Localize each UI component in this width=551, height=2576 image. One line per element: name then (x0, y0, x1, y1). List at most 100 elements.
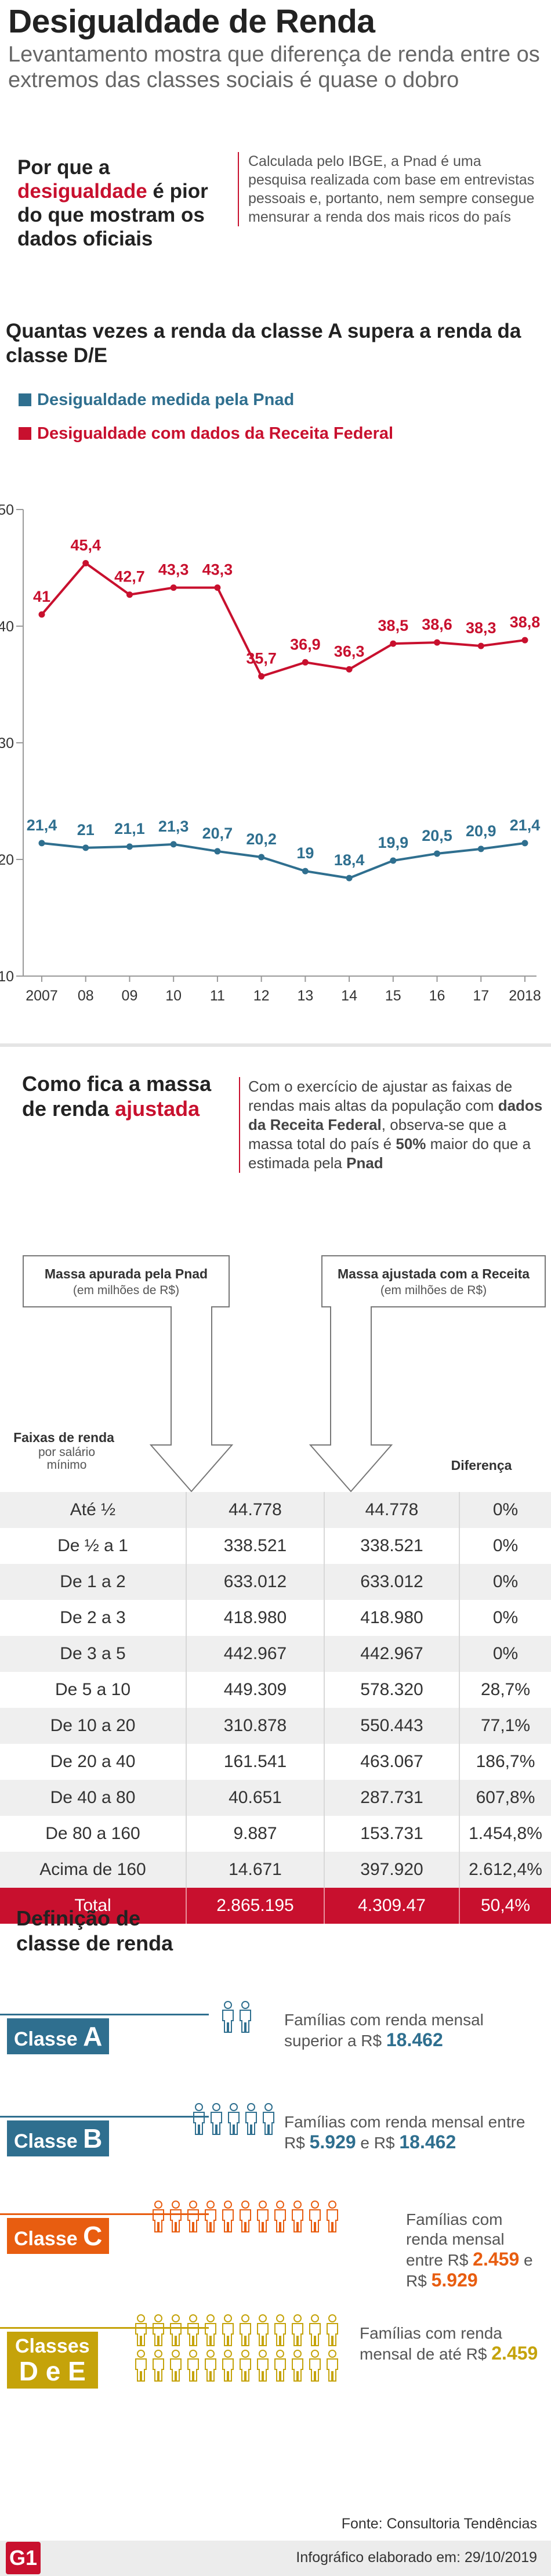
data-point-1 (258, 673, 265, 680)
col-pnad-sub: (em milhões de R$) (72, 1284, 180, 1297)
cell-pnad: 442.967 (186, 1636, 324, 1672)
data-label-0: 20,5 (422, 827, 452, 844)
x-tick-label: 10 (165, 988, 182, 1004)
cell-pnad: 14.671 (186, 1852, 324, 1888)
data-point-1 (434, 639, 441, 646)
y-tick-label: 10 (0, 969, 14, 985)
person-icon (220, 2001, 238, 2036)
cell-pnad: 338.521 (186, 1528, 324, 1564)
data-label-0: 21,4 (510, 816, 541, 834)
massa-title-highlight: ajustada (115, 1097, 200, 1121)
class-row: Classe B Famílias com renda mensal entre … (0, 2103, 551, 2173)
data-label-1: 42,7 (114, 568, 145, 586)
table-row: De 5 a 10 449.309 578.320 28,7% (0, 1672, 551, 1708)
person-icon (168, 2350, 186, 2385)
cell-receita: 338.521 (324, 1528, 459, 1564)
cell-receita: 578.320 (324, 1672, 459, 1708)
class-badge: Classe A (7, 2018, 110, 2054)
footer-bar (0, 2541, 551, 2576)
class-badge-word: Classe (14, 2028, 84, 2050)
class-badge-letter: D e E (19, 2356, 86, 2386)
cell-diff: 607,8% (459, 1780, 551, 1816)
person-icon (325, 2350, 342, 2385)
cell-faixa: De 10 a 20 (50, 1716, 136, 1735)
person-icon (273, 2201, 290, 2236)
data-label-1: 38,3 (466, 619, 496, 637)
class-desc-text: Famílias com renda mensal entre R$ (406, 2210, 505, 2269)
class-desc-mid: e R$ (406, 2251, 533, 2290)
data-point-0 (477, 846, 484, 852)
person-icon (151, 2314, 168, 2350)
cell-diff: 0% (459, 1492, 551, 1528)
person-icon (151, 2350, 168, 2385)
legend-receita: Desigualdade com dados da Receita Federa… (19, 424, 393, 443)
cell-faixa: De 20 a 40 (50, 1752, 136, 1771)
class-row: Classe C Famílias com renda mensal entre … (0, 2201, 551, 2290)
cell-diff: 186,7% (459, 1744, 551, 1780)
x-tick-label: 15 (385, 988, 401, 1004)
person-icon (186, 2201, 203, 2236)
class-description: Famílias com renda mensal entre R$ 5.929… (284, 2112, 545, 2153)
person-icon (255, 2314, 273, 2350)
data-point-0 (434, 850, 441, 857)
people-icons (151, 2201, 342, 2236)
table-row: De 2 a 3 418.980 418.980 0% (0, 1600, 551, 1636)
data-point-1 (38, 611, 45, 618)
data-label-1: 43,3 (202, 561, 233, 579)
person-icon (203, 2201, 220, 2236)
x-tick-label: 2018 (509, 988, 541, 1004)
cell-faixa: De 2 a 3 (60, 1608, 126, 1627)
table-row: De 10 a 20 310.878 550.443 77,1% (0, 1708, 551, 1744)
data-point-1 (302, 659, 309, 666)
data-label-1: 43,3 (158, 561, 189, 579)
legend-pnad-swatch (19, 393, 31, 406)
cell-pnad: 40.651 (186, 1780, 324, 1816)
cell-faixa: De ½ a 1 (57, 1536, 128, 1555)
data-point-1 (170, 584, 177, 591)
person-icon (290, 2350, 307, 2385)
class-badge-word: Classe (14, 2228, 84, 2250)
class-desc-value1: 18.462 (386, 2029, 443, 2050)
why-description: Calculada pelo IBGE, a Pnad é uma pesqui… (238, 152, 539, 226)
massa-description: Com o exercício de ajustar as faixas de … (239, 1077, 546, 1173)
data-label-0: 21,3 (158, 818, 189, 835)
massa-desc-bold3: Pnad (346, 1154, 383, 1172)
person-icon (220, 2350, 238, 2385)
person-icon (307, 2350, 325, 2385)
cell-receita: 397.920 (324, 1852, 459, 1888)
cell-diff: 50,4% (459, 1888, 551, 1924)
class-desc-value1: 2.459 (473, 2249, 520, 2270)
person-icon (168, 2201, 186, 2236)
class-desc-text: Famílias com renda mensal de até R$ (360, 2324, 502, 2363)
y-tick-label: 30 (0, 735, 14, 752)
person-icon (203, 2350, 220, 2385)
cell-pnad: 633.012 (186, 1564, 324, 1600)
page-subtitle: Levantamento mostra que diferença de ren… (8, 42, 540, 92)
person-icon (273, 2314, 290, 2350)
people-icons (220, 2001, 255, 2036)
massa-desc-bold1: dados da Receita Federal (248, 1097, 543, 1133)
people-icons (133, 2314, 342, 2385)
table-row: De 1 a 2 633.012 633.012 0% (0, 1564, 551, 1600)
cell-receita: 44.778 (324, 1492, 459, 1528)
cell-receita: 463.067 (324, 1744, 459, 1780)
class-badge: Classe B (7, 2120, 110, 2156)
data-label-1: 41 (33, 588, 50, 605)
person-icon (307, 2314, 325, 2350)
inequality-line-chart: 10 20 30 40 50 2007 08 09 10 11 12 13 14 15 16 17 2018 21… (0, 502, 541, 1004)
cell-faixa: De 40 a 80 (50, 1788, 136, 1807)
data-label-0: 21,4 (27, 816, 57, 834)
cell-pnad: 310.878 (186, 1708, 324, 1744)
cell-pnad: 2.865.195 (186, 1888, 324, 1924)
cell-faixa: De 1 a 2 (60, 1572, 126, 1591)
class-desc-value2: 5.929 (431, 2270, 478, 2290)
data-point-0 (170, 841, 177, 848)
footer-source: Fonte: Consultoria Tendências (341, 2516, 537, 2532)
g1-logo: G1 (6, 2542, 41, 2574)
class-badge-word: Classes (15, 2335, 90, 2357)
data-label-0: 20,7 (202, 825, 233, 842)
table-row: Até ½ 44.778 44.778 0% (0, 1492, 551, 1528)
person-icon (209, 2103, 226, 2138)
person-icon (261, 2103, 278, 2138)
massa-desc-part1: Com o exercício de ajustar as faixas de … (248, 1078, 513, 1114)
